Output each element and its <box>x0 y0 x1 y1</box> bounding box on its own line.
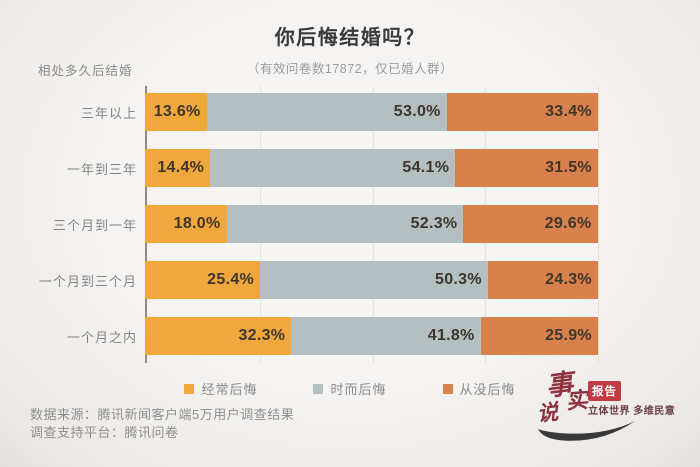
value-label: 52.3% <box>410 215 458 232</box>
legend-swatch-icon <box>442 383 453 394</box>
segment-often-regret: 25.4% <box>145 261 261 299</box>
segment-sometimes-regret: 50.3% <box>260 261 488 299</box>
logo-tagline: 立体世界 多维民意 <box>588 406 676 417</box>
stacked-bar: 32.3% 41.8% 25.9% <box>145 317 598 355</box>
segment-sometimes-regret: 41.8% <box>291 317 481 355</box>
value-label: 13.6% <box>153 103 201 120</box>
category-label: 一年到三年 <box>66 161 137 177</box>
segment-never-regret: 29.6% <box>463 205 598 243</box>
brush-stroke-icon <box>538 421 635 441</box>
chart-legend: 经常后悔 时而后悔 从没后悔 <box>0 379 700 398</box>
stacked-bar-chart: 三年以上 13.6% 53.0% 33.4% 一年到三年 14.4% 54.1%… <box>0 84 700 366</box>
value-label: 41.8% <box>427 327 475 344</box>
bar-row: 一年到三年 14.4% 54.1% 31.5% <box>0 140 700 196</box>
bar-row: 一个月之内 32.3% 41.8% 25.9% <box>0 308 700 364</box>
segment-never-regret: 31.5% <box>455 149 598 187</box>
legend-label: 从没后悔 <box>459 382 516 397</box>
segment-sometimes-regret: 52.3% <box>226 205 464 243</box>
segment-sometimes-regret: 53.0% <box>206 93 447 131</box>
category-label: 三个月到一年 <box>52 217 137 233</box>
legend-swatch-icon <box>184 383 195 394</box>
segment-often-regret: 13.6% <box>145 93 207 131</box>
value-label: 53.0% <box>393 103 441 120</box>
bar-row: 一个月到三个月 25.4% 50.3% 24.3% <box>0 252 700 308</box>
legend-swatch-icon <box>313 383 324 394</box>
segment-sometimes-regret: 54.1% <box>210 149 456 187</box>
segment-often-regret: 18.0% <box>145 205 227 243</box>
category-label: 一个月到三个月 <box>38 273 137 289</box>
legend-item-never-regret: 从没后悔 <box>442 379 516 398</box>
segment-never-regret: 25.9% <box>480 317 598 355</box>
legend-item-sometimes-regret: 时而后悔 <box>313 379 386 398</box>
legend-label: 经常后悔 <box>201 382 258 397</box>
value-label: 24.3% <box>545 271 592 288</box>
stacked-bar: 13.6% 53.0% 33.4% <box>145 93 598 131</box>
value-label: 18.0% <box>173 215 221 232</box>
legend-label: 时而后悔 <box>330 382 387 397</box>
segment-often-regret: 32.3% <box>145 317 292 355</box>
stacked-bar: 25.4% 50.3% 24.3% <box>145 261 598 299</box>
legend-item-often-regret: 经常后悔 <box>184 379 257 398</box>
bar-row: 三年以上 13.6% 53.0% 33.4% <box>0 84 700 140</box>
logo-char: 实 <box>565 387 589 415</box>
data-source-note: 数据来源：腾讯新闻客户端5万用户调查结果 调查支持平台：腾讯问卷 <box>30 406 294 441</box>
segment-often-regret: 14.4% <box>145 149 211 187</box>
value-label: 50.3% <box>435 271 482 288</box>
value-label: 32.3% <box>238 327 286 344</box>
category-label: 三年以上 <box>80 105 137 121</box>
segment-never-regret: 24.3% <box>487 261 598 299</box>
shishishuo-brand-logo: 事 实 说 报告 立体世界 多维民意 <box>535 368 695 462</box>
value-label: 31.5% <box>545 159 592 176</box>
category-label: 一个月之内 <box>66 329 137 345</box>
y-axis-label: 相处多久后结婚 <box>38 64 133 78</box>
page-title: 你后悔结婚吗？ <box>274 27 426 49</box>
value-label: 25.4% <box>207 271 255 288</box>
gridline-100 <box>598 86 599 363</box>
value-label: 29.6% <box>544 215 592 232</box>
platform-line: 调查支持平台：腾讯问卷 <box>30 424 179 440</box>
page-subtitle: （有效问卷数17872，仅已婚人群） <box>246 62 454 76</box>
value-label: 33.4% <box>545 103 592 120</box>
segment-never-regret: 33.4% <box>446 93 598 131</box>
stacked-bar: 18.0% 52.3% 29.6% <box>145 205 598 243</box>
value-label: 54.1% <box>402 159 450 176</box>
source-line: 数据来源：腾讯新闻客户端5万用户调查结果 <box>30 407 295 422</box>
logo-report-badge: 报告 <box>588 381 621 401</box>
value-label: 25.9% <box>545 327 592 344</box>
value-label: 14.4% <box>157 159 205 176</box>
bar-row: 三个月到一年 18.0% 52.3% 29.6% <box>0 196 700 252</box>
stacked-bar: 14.4% 54.1% 31.5% <box>145 149 598 187</box>
